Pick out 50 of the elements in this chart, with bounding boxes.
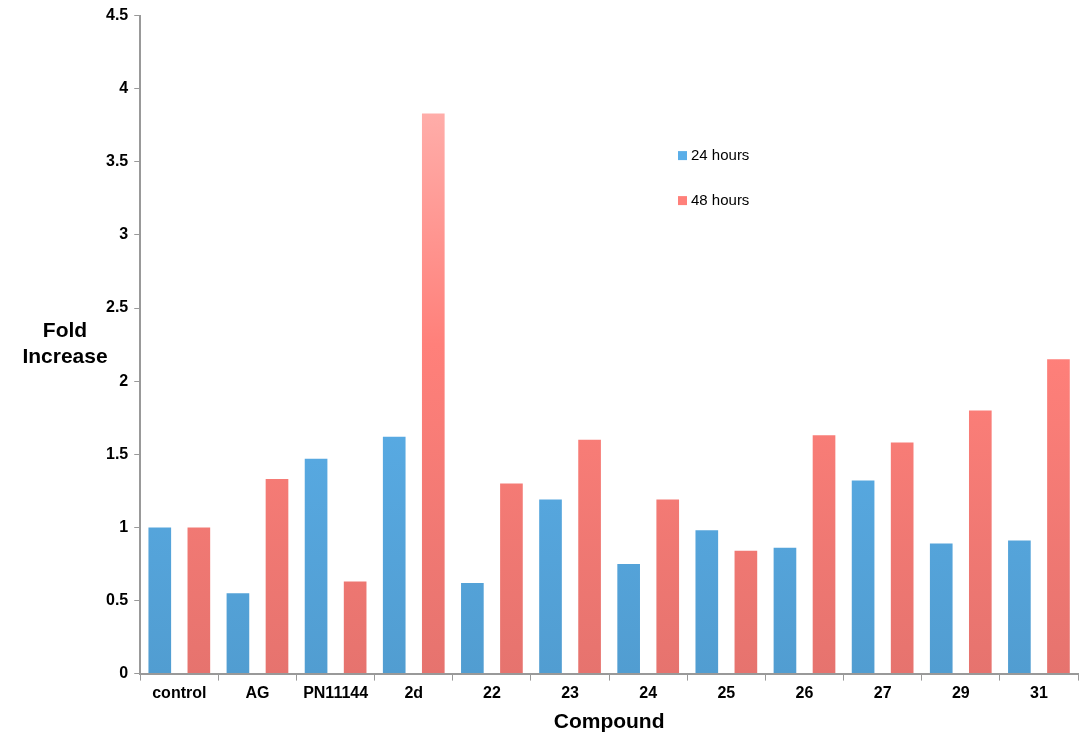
bar xyxy=(265,479,289,674)
bar xyxy=(187,527,211,674)
x-tick-label: 27 xyxy=(873,683,892,701)
x-tick-label: PN11144 xyxy=(303,683,369,701)
y-tick-label: 4 xyxy=(119,79,129,97)
x-tick-label: 26 xyxy=(795,683,814,701)
bar xyxy=(773,547,797,674)
bar xyxy=(421,113,445,674)
x-tick-label: 22 xyxy=(483,683,501,701)
x-tick-label: 24 xyxy=(639,683,658,701)
y-tick-label: 2 xyxy=(119,371,129,389)
bar xyxy=(539,499,562,674)
y-tick-label: 1 xyxy=(119,517,129,535)
x-tick-label: 2d xyxy=(404,683,424,701)
y-tick-label: 0.5 xyxy=(105,590,129,608)
y-axis-title: Fold Increase xyxy=(22,318,108,368)
bar xyxy=(578,439,601,674)
bar xyxy=(1008,540,1031,674)
bar xyxy=(343,581,367,674)
bar xyxy=(617,563,640,674)
bar xyxy=(226,593,250,674)
bar xyxy=(304,458,328,674)
x-tick-label: 31 xyxy=(1030,683,1048,701)
y-tick-label: 3.5 xyxy=(105,152,129,170)
x-tick-label: 25 xyxy=(717,683,736,701)
bar xyxy=(695,530,719,674)
bar xyxy=(148,527,172,674)
bar xyxy=(929,543,953,674)
x-tick-label: control xyxy=(152,683,207,701)
bar xyxy=(734,550,758,674)
bar xyxy=(851,480,875,674)
bar xyxy=(461,582,484,674)
bar xyxy=(382,436,406,674)
legend-label: 48 hours xyxy=(691,190,750,208)
y-tick-label: 3 xyxy=(119,225,129,243)
y-tick-label: 1.5 xyxy=(105,444,129,462)
bar xyxy=(812,435,836,674)
x-axis-title: Compound xyxy=(553,709,665,733)
x-tick-label: 23 xyxy=(561,683,580,701)
bar xyxy=(656,499,680,674)
y-tick-label: 0 xyxy=(119,664,129,682)
y-tick-label: 4.5 xyxy=(105,6,129,24)
bar xyxy=(1047,359,1070,674)
legend-label: 24 hours xyxy=(691,145,750,163)
x-tick-label: AG xyxy=(245,683,270,701)
x-tick-label: 29 xyxy=(951,683,970,701)
bar xyxy=(500,483,523,674)
y-tick-label: 2.5 xyxy=(105,298,129,316)
bar xyxy=(968,410,992,674)
bar xyxy=(890,442,914,674)
